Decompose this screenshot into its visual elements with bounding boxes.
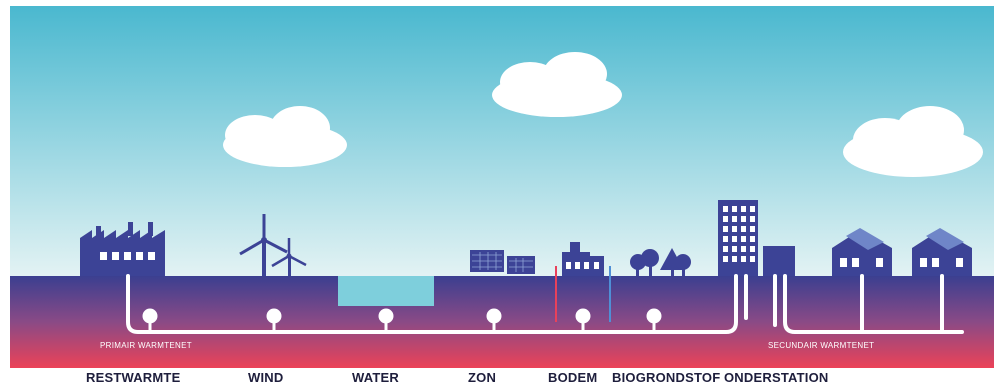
label-water: WATER: [352, 370, 399, 385]
label-bodem: BODEM: [548, 370, 598, 385]
primary-network-label: PRIMAIR WARMTENET: [100, 341, 192, 350]
heat-source-connection: [142, 308, 662, 332]
water-basin-icon: [338, 276, 434, 306]
cloud-icon: [843, 106, 983, 177]
wind-turbine-icon: [239, 214, 288, 276]
substation-icon: [763, 246, 795, 276]
primary-heat-network: [126, 274, 748, 334]
cloud-icon: [492, 52, 622, 117]
cloud-icon: [223, 106, 347, 167]
ground: [10, 276, 994, 368]
solar-panel-icon: [470, 250, 535, 274]
office-tower-icon: [718, 200, 758, 276]
house-with-solar-icon: [912, 228, 972, 276]
trees-icon: [630, 248, 691, 276]
house-with-solar-icon: [832, 228, 892, 276]
secondary-heat-network: [773, 274, 964, 334]
ground-heat-building-icon: [555, 242, 611, 322]
label-biogrondstof: BIOGRONDSTOF: [612, 370, 721, 385]
label-wind: WIND: [248, 370, 284, 385]
wind-turbine-icon: [271, 238, 307, 276]
factory-icon: [80, 222, 165, 276]
sky: [10, 6, 994, 278]
label-onderstation: ONDERSTATION: [724, 370, 829, 385]
label-restwarmte: RESTWARMTE: [86, 370, 181, 385]
secondary-network-label: SECUNDAIR WARMTENET: [768, 341, 875, 350]
label-zon: ZON: [468, 370, 497, 385]
